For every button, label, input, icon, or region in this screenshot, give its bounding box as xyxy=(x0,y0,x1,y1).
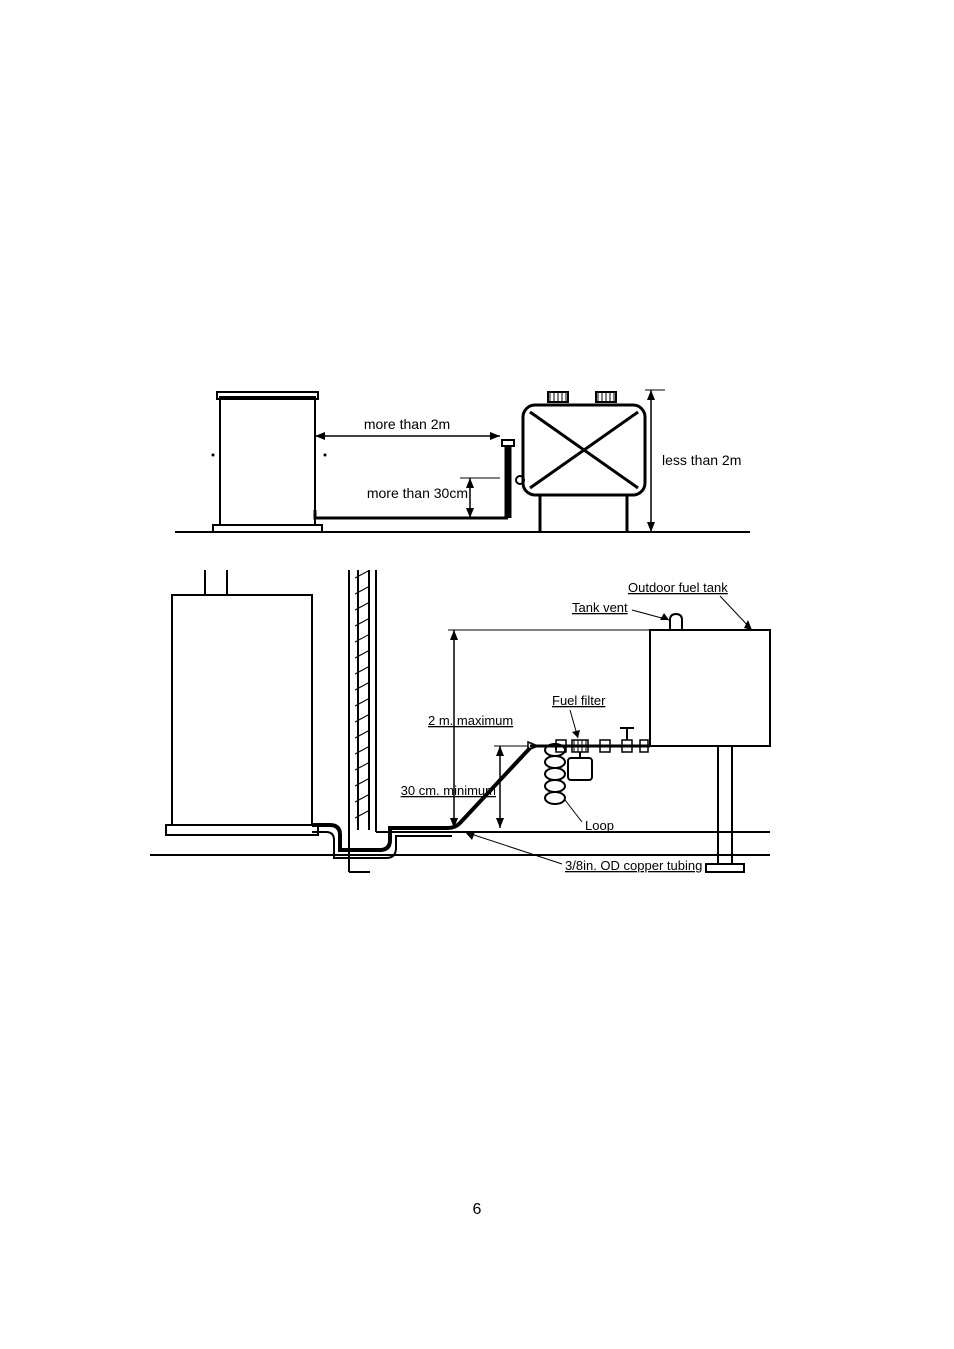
dim-less-than-2m: less than 2m xyxy=(645,390,741,532)
label-tank-vent: Tank vent xyxy=(572,600,669,620)
label-30cm-min: 30 cm. minimum xyxy=(401,783,496,798)
copper-tubing-icon xyxy=(312,748,530,858)
outdoor-tank-icon xyxy=(650,614,770,746)
page-number: 6 xyxy=(0,1201,954,1219)
label-more-than-2m: more than 2m xyxy=(364,416,450,432)
wall-icon xyxy=(349,570,376,872)
label-2m-max: 2 m. maximum xyxy=(428,713,513,728)
dim-more-than-2m: more than 2m xyxy=(315,416,500,440)
flue-icon xyxy=(358,570,369,830)
dim-more-than-30cm: more than 30cm xyxy=(367,478,500,518)
fuel-pipe-icon xyxy=(315,440,514,518)
figure-bottom: 2 m. maximum 30 cm. minimum Outdoor fuel… xyxy=(0,570,954,900)
svg-text:Fuel filter: Fuel filter xyxy=(552,693,606,708)
dim-2m-max: 2 m. maximum xyxy=(428,630,650,828)
label-tubing: 3/8in. OD copper tubing xyxy=(465,832,702,873)
label-less-than-2m: less than 2m xyxy=(662,452,741,468)
figure-top: more than 2m more than 30cm xyxy=(0,380,954,560)
label-more-than-30cm: more than 30cm xyxy=(367,485,468,501)
svg-text:Tank vent: Tank vent xyxy=(572,600,628,615)
tank-stand-icon xyxy=(706,746,744,872)
label-loop: Loop xyxy=(565,800,614,833)
indoor-heater-icon xyxy=(166,570,318,835)
label-outdoor-tank: Outdoor fuel tank xyxy=(628,580,752,630)
water-heater-icon xyxy=(212,392,323,532)
svg-text:Loop: Loop xyxy=(585,818,614,833)
svg-text:Outdoor fuel tank: Outdoor fuel tank xyxy=(628,580,728,595)
fuel-tank-icon xyxy=(516,392,645,532)
label-fuel-filter: Fuel filter xyxy=(552,693,606,738)
page: more than 2m more than 30cm xyxy=(0,0,954,1349)
svg-text:3/8in. OD copper tubing: 3/8in. OD copper tubing xyxy=(565,858,702,873)
